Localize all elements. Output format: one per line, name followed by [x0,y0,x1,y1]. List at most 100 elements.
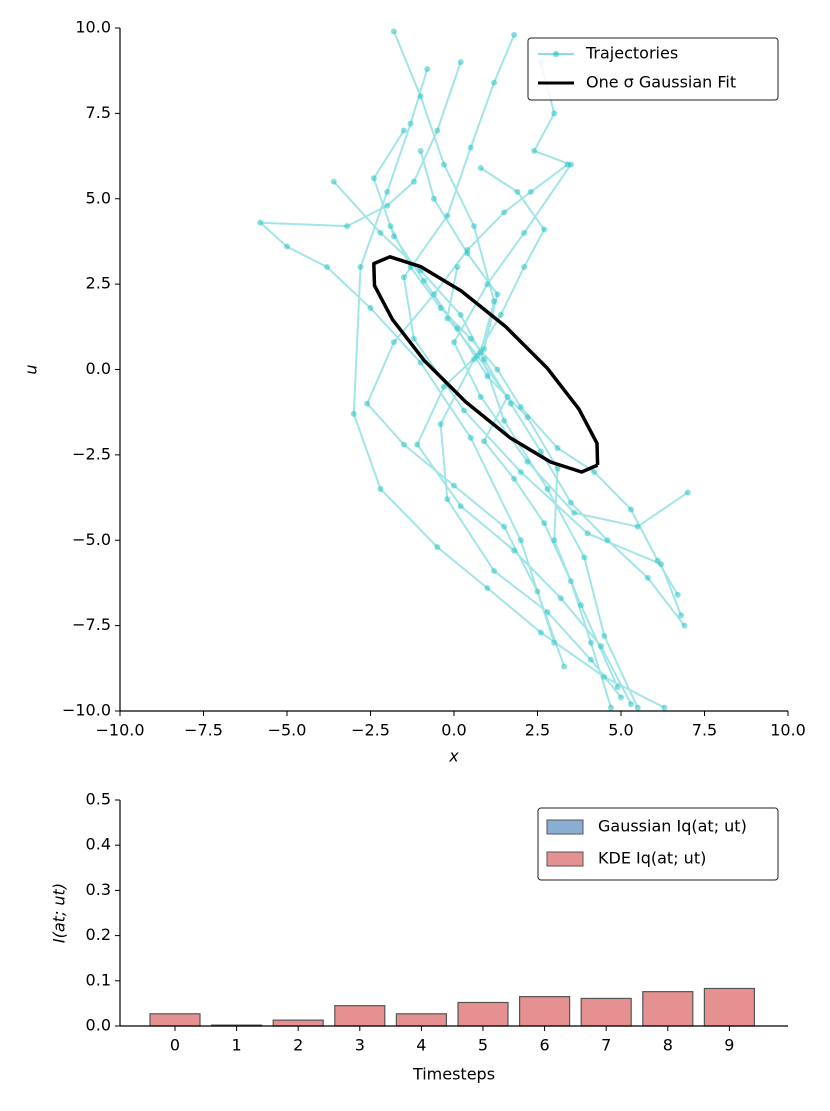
trajectory-point [591,468,598,475]
x-tick-label: −5.0 [268,721,307,740]
trajectory-point [454,264,461,271]
trajectory-point [410,335,417,342]
trajectory-point [474,352,481,359]
trajectory-point [524,458,531,465]
y-tick-label: 0.0 [86,359,111,378]
trajectory-point [484,373,491,380]
legend-swatch [546,851,584,867]
trajectory-point [537,448,544,455]
x-tick-label: 3 [355,1036,365,1055]
trajectory-point [501,209,508,216]
trajectory-point [587,639,594,646]
trajectory-line [259,31,689,709]
trajectory-point [444,212,451,219]
legend-swatch [546,819,584,835]
trajectory-point [527,188,534,195]
trajectory-point [434,127,441,134]
trajectory-point [417,359,424,366]
trajectory-point [414,441,421,448]
trajectory-point [387,223,394,230]
x-tick-label: −7.5 [184,721,223,740]
x-tick-label: 6 [540,1036,550,1055]
x-tick-label: 2.5 [525,721,550,740]
trajectory-point [440,383,447,390]
trajectory-point [457,59,464,66]
trajectory-point [370,175,377,182]
trajectory-point [521,229,528,236]
trajectory-point [674,591,681,598]
trajectory-point [454,325,461,332]
x-tick-label: 9 [724,1036,734,1055]
trajectory-point [457,503,464,510]
trajectory-point [407,120,414,127]
trajectory-point [494,366,501,373]
trajectory-point [601,673,608,680]
trajectory-point [541,226,548,233]
trajectory-point [571,509,578,516]
trajectory-point [597,643,604,650]
trajectory-point [544,608,551,615]
trajectory-point [504,393,511,400]
trajectory-point [501,417,508,424]
bar [334,1005,386,1027]
y-tick-label: −10.0 [62,701,111,720]
bar [703,987,756,1027]
trajectory-point [501,523,508,530]
trajectory-point [567,578,574,585]
trajectory-point [400,441,407,448]
y-tick-label: 0.5 [86,790,111,809]
trajectory-point [628,506,635,513]
x-tick-label: 8 [663,1036,673,1055]
trajectory-point [628,701,635,708]
trajectory-point [477,393,484,400]
x-axis-label: Timesteps [412,1065,495,1084]
trajectory-point [517,404,524,411]
legend-label: Trajectories [585,44,678,63]
trajectory-point [551,639,558,646]
trajectory-point [491,298,498,305]
trajectory-point [437,305,444,312]
trajectory-point [554,445,561,452]
x-tick-label: 10.0 [770,721,806,740]
y-tick-label: 7.5 [86,103,111,122]
trajectory-point [654,557,661,564]
x-tick-label: 2 [293,1036,303,1055]
trajectory-point [390,339,397,346]
trajectory-point [507,400,514,407]
trajectory-point [634,704,641,711]
y-tick-label: 2.5 [86,274,111,293]
trajectory-point [661,704,668,711]
trajectory-point [417,147,424,154]
trajectory-point [544,486,551,493]
trajectory-point [477,165,484,172]
trajectory-point [681,622,688,629]
trajectory-point [484,281,491,288]
trajectory-point [494,291,501,298]
trajectory-point [444,315,451,322]
bar [149,1013,201,1027]
trajectory-point [587,656,594,663]
trajectory-point [420,277,427,284]
trajectory-point [451,482,457,489]
trajectory-point [377,486,384,493]
legend-label: Gaussian Iq(at; ut) [598,817,747,836]
x-tick-label: 4 [416,1036,426,1055]
gaussian-fit-ellipse [372,255,600,474]
trajectory-point [344,223,351,230]
trajectory-point [684,489,691,496]
trajectory-point [430,195,437,202]
trajectory-point [437,421,444,428]
y-tick-label: 0.4 [86,835,111,854]
x-tick-label: 1 [232,1036,242,1055]
bar [580,997,632,1027]
trajectory-point [514,188,521,195]
trajectory-point [561,663,568,670]
trajectory-point [511,31,518,38]
y-axis-label: I(at; ut) [50,883,69,943]
trajectory-point [400,274,407,281]
trajectory-point [584,530,591,537]
trajectory-point [451,339,457,346]
trajectory-point [457,311,464,318]
y-tick-label: 5.0 [86,188,111,207]
